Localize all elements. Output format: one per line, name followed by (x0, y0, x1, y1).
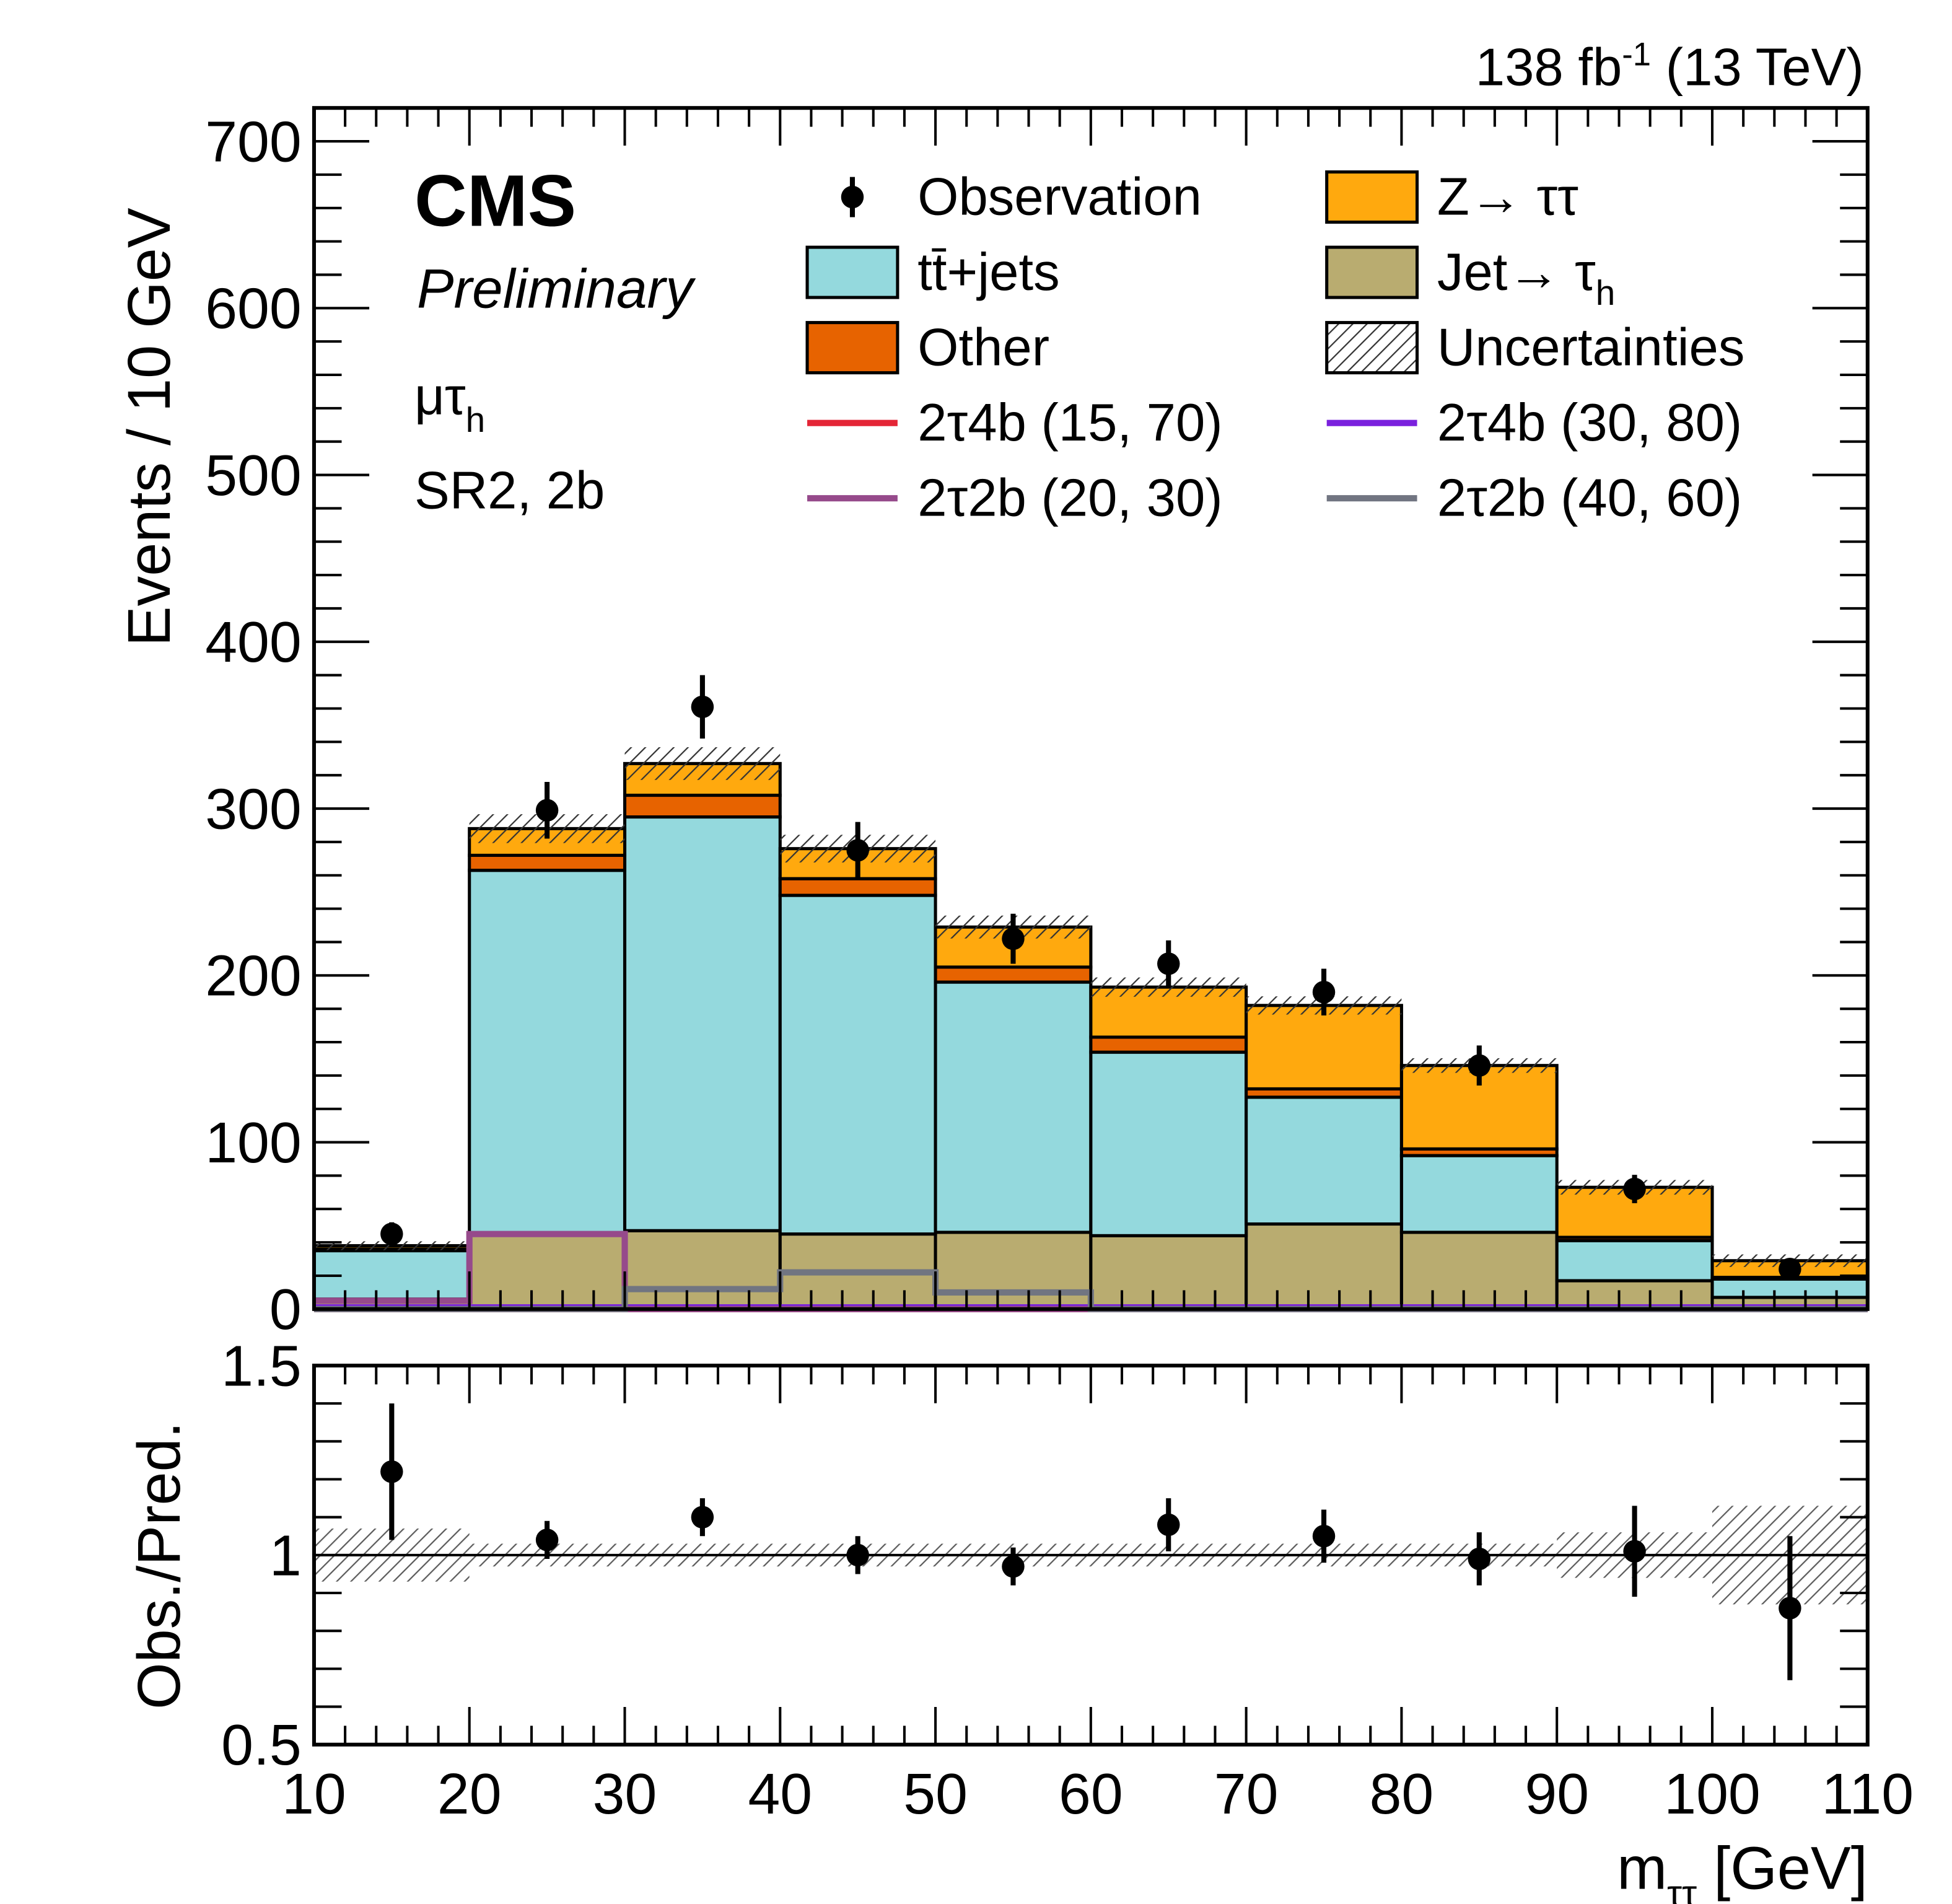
ratio-point (380, 1460, 403, 1483)
ratio-point (1157, 1513, 1180, 1537)
legend-label: 2τ4b (30, 80) (1437, 393, 1742, 452)
observation-point (380, 1222, 403, 1245)
status-label: Preliminary (417, 257, 696, 319)
bar-ttbar (1710, 1277, 1870, 1299)
x-tick-label: 50 (903, 1761, 968, 1826)
y-tick-label: 300 (205, 776, 301, 841)
legend-label: tt̄+jets (917, 243, 1059, 302)
legend-swatch (1325, 245, 1419, 299)
x-tick-label: 30 (593, 1761, 657, 1826)
legend-label: 2τ2b (40, 60) (1437, 469, 1742, 528)
ratio-y-tick-label: 1.5 (221, 1333, 302, 1398)
bar-ztt (1399, 1064, 1559, 1151)
legend-label: 2τ2b (20, 30) (917, 469, 1222, 528)
x-tick-label: 40 (748, 1761, 812, 1826)
bar-jetfake (623, 1229, 782, 1311)
ratio-point (1468, 1547, 1491, 1571)
x-tick-label: 100 (1664, 1761, 1760, 1826)
y-tick-label: 0 (269, 1277, 302, 1341)
ratio-y-tick-label: 1 (269, 1523, 302, 1587)
ratio-point (1312, 1525, 1336, 1548)
observation-point (1623, 1177, 1646, 1201)
bar-other (623, 793, 782, 819)
bar-jetfake (468, 1232, 627, 1311)
y-tick-label: 100 (205, 1110, 301, 1175)
legend-label: 2τ4b (15, 70) (917, 393, 1222, 452)
observation-point (1468, 1054, 1491, 1077)
bar-ttbar (1555, 1239, 1714, 1283)
observation-point (691, 695, 714, 719)
bar-other (934, 965, 1093, 984)
ratio-y-tick-label: 0.5 (221, 1713, 302, 1777)
legend-marker-observation-point (841, 185, 864, 209)
x-tick-label: 10 (282, 1761, 346, 1826)
ratio-point (535, 1529, 559, 1551)
x-tick-label: 60 (1059, 1761, 1123, 1826)
bar-ttbar (778, 893, 937, 1236)
y-tick-label: 600 (205, 276, 301, 341)
x-axis-label: mττ [GeV] (1617, 1835, 1868, 1904)
region-label: SR2, 2b (414, 461, 605, 520)
bar-ttbar (1089, 1050, 1248, 1237)
bar-jetfake (934, 1231, 1093, 1311)
ratio-point (1779, 1597, 1801, 1620)
y-tick-label: 500 (205, 443, 301, 507)
observation-point (1002, 927, 1025, 950)
channel-label: μτh (414, 367, 485, 439)
y-tick-label: 700 (205, 109, 301, 173)
x-tick-label: 90 (1525, 1761, 1589, 1826)
x-tick-label: 110 (1821, 1761, 1914, 1826)
bar-jetfake (1245, 1222, 1403, 1311)
ratio-point (691, 1506, 714, 1529)
bar-ttbar (934, 980, 1093, 1234)
observation-point (1312, 981, 1336, 1004)
uncertainty-band (624, 747, 781, 780)
bar-ttbar (468, 869, 627, 1236)
bar-ttbar (1399, 1154, 1559, 1234)
legend-swatch (805, 245, 899, 299)
experiment-label: CMS (414, 160, 576, 242)
legend-swatch (1325, 170, 1419, 224)
y-axis-label: Events / 10 GeV (115, 208, 183, 646)
legend-swatch (805, 321, 899, 375)
legend-label: Uncertainties (1437, 318, 1744, 377)
bar-ttbar (623, 815, 782, 1232)
observation-point (846, 839, 869, 862)
ratio-y-axis-label: Obs./Pred. (125, 1421, 193, 1709)
bar-jetfake (1089, 1234, 1248, 1311)
ratio-point (1002, 1555, 1025, 1578)
legend-label: Jet→ τh (1437, 243, 1615, 313)
ratio-point (1623, 1540, 1646, 1563)
bar-jetfake (1399, 1231, 1559, 1311)
lumi-label: 138 fb-1 (13 TeV) (1476, 36, 1864, 97)
bar-other (778, 877, 937, 897)
bar-other (1089, 1035, 1248, 1054)
bar-ztt (1245, 1004, 1403, 1090)
bar-other (468, 853, 627, 872)
y-tick-label: 200 (205, 944, 301, 1008)
legend-label: Z→ ττ (1437, 167, 1578, 226)
observation-point (1779, 1257, 1801, 1281)
legend-label: Observation (917, 167, 1202, 226)
legend-swatch (1325, 321, 1419, 375)
x-tick-label: 80 (1370, 1761, 1434, 1826)
y-tick-label: 400 (205, 610, 301, 674)
legend-label: Other (917, 318, 1049, 377)
observation-point (535, 799, 559, 822)
x-tick-label: 20 (437, 1761, 502, 1826)
observation-point (1157, 952, 1180, 975)
x-tick-label: 70 (1214, 1761, 1279, 1826)
bar-ttbar (1245, 1095, 1403, 1226)
